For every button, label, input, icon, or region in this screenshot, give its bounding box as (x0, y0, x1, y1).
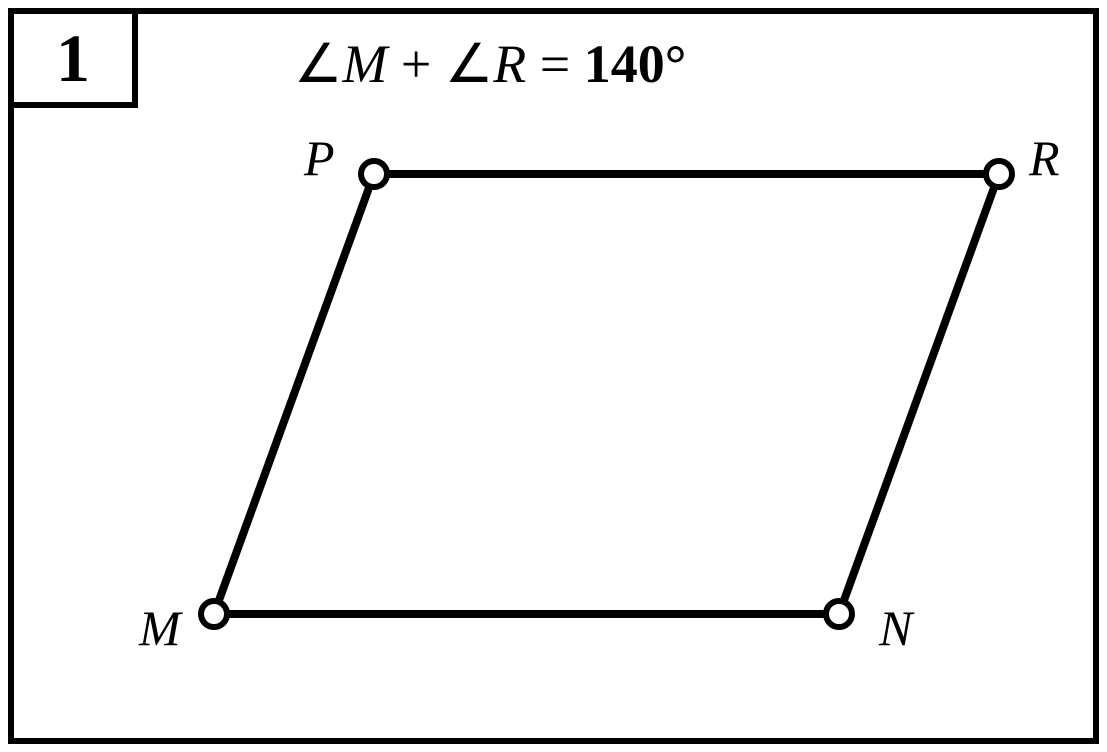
diagram-container: P R M N (94, 114, 1034, 714)
equation: ∠M + ∠R = 140° (294, 32, 686, 95)
label-m: M (139, 599, 181, 657)
label-n: N (879, 599, 912, 657)
problem-number-box: 1 (8, 8, 138, 108)
plus-sign: + (387, 34, 444, 94)
outer-frame: 1 ∠M + ∠R = 140° P R M N (8, 8, 1099, 744)
angle-symbol-1: ∠ (294, 34, 342, 94)
var-m: M (342, 34, 387, 94)
problem-number: 1 (56, 19, 90, 98)
label-r: R (1029, 129, 1060, 187)
label-p: P (304, 129, 335, 187)
angle-symbol-2: ∠ (445, 34, 493, 94)
equals-sign: = (526, 34, 583, 94)
var-r: R (493, 34, 526, 94)
angle-value: 140° (584, 34, 687, 94)
